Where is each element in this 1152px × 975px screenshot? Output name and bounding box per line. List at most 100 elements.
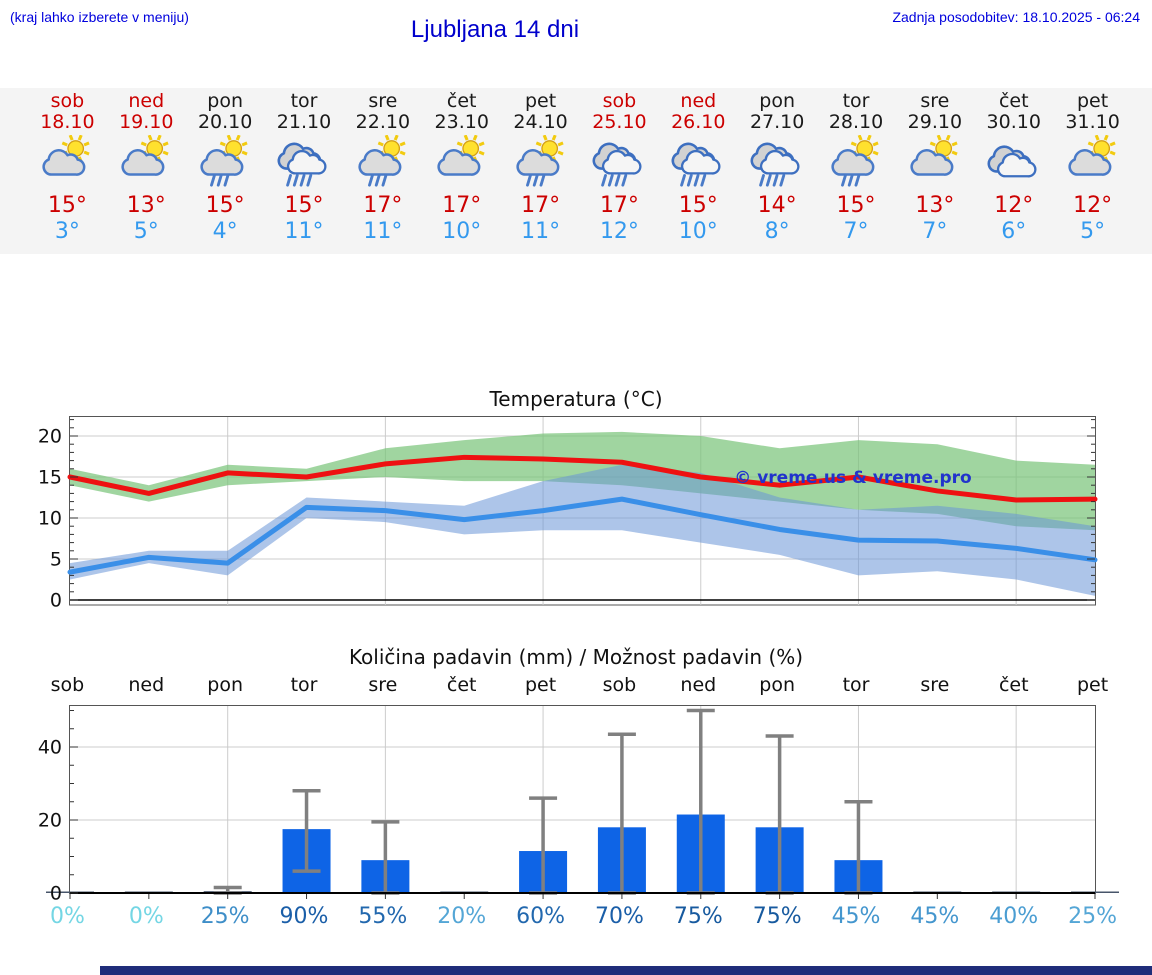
precip-day-label: pet <box>524 674 557 696</box>
high-temp: 14° <box>757 193 797 218</box>
weather-icon-box <box>107 133 186 191</box>
temp-ytick-label: 5 <box>50 549 62 571</box>
high-temp: 13° <box>126 193 166 218</box>
precip-probability: 45% <box>910 904 960 929</box>
day-name: sob <box>602 90 637 112</box>
day-date: 20.10 <box>197 111 253 133</box>
day-name: sre <box>368 90 398 112</box>
low-temp: 7° <box>843 219 869 244</box>
precip-probability: 55% <box>358 904 408 929</box>
precip-day-label: sob <box>50 674 85 696</box>
high-temp: 15° <box>836 193 876 218</box>
location-note: (kraj lahko izberete v meniju) <box>10 9 189 25</box>
day-name: sre <box>920 90 950 112</box>
low-temp: 6° <box>1001 219 1027 244</box>
sun-cloud-icon <box>121 135 169 176</box>
weather-icon-box <box>265 133 344 191</box>
cloud-icon <box>987 145 1037 178</box>
forecast-day: ned 26.10 15° 10° <box>659 88 738 254</box>
day-date: 31.10 <box>1065 111 1120 133</box>
precip-day-label: čet <box>998 674 1029 696</box>
precip-day-label: ned <box>128 674 165 696</box>
sun-cloud-rain-icon <box>358 135 406 187</box>
day-date: 30.10 <box>986 111 1041 133</box>
day-date: 25.10 <box>592 111 647 133</box>
forecast-day: ned 19.10 13° 5° <box>107 88 186 254</box>
precip-day-labels: sob ned pon tor sre čet pet sob ned pon tor sre čet p… <box>28 674 1132 696</box>
precip-probability: 20% <box>437 904 487 929</box>
high-temp: 15° <box>284 193 324 218</box>
forecast-day: sre 22.10 17° 11° <box>343 88 422 254</box>
weather-icon-box <box>895 133 974 191</box>
weather-icon-box <box>422 133 501 191</box>
precip-probability: 75% <box>673 904 723 929</box>
sun-cloud-icon <box>910 135 958 176</box>
sun-cloud-icon <box>42 135 91 176</box>
page-title: Ljubljana 14 dni <box>410 16 580 43</box>
precip-day-label: sob <box>602 674 637 696</box>
precip-probability: 25% <box>200 904 250 929</box>
high-temp: 17° <box>599 193 639 218</box>
precip-probability: 45% <box>831 904 881 929</box>
low-temp: 12° <box>599 219 639 244</box>
precip-chart: 0 20 40 <box>38 705 1119 905</box>
day-name: čet <box>446 90 477 112</box>
day-name: pon <box>759 90 796 112</box>
low-temp: 5° <box>1080 219 1106 244</box>
low-temp: 7° <box>922 219 948 244</box>
forecast-day: sre 29.10 13° 7° <box>895 88 974 254</box>
sun-cloud-rain-icon <box>831 135 879 187</box>
forecast-day: čet 30.10 12° 6° <box>974 88 1053 254</box>
temperature-chart-title: Temperatura (°C) <box>489 387 663 411</box>
precip-probability: 60% <box>516 904 566 929</box>
sun-cloud-icon <box>437 135 485 176</box>
weather-icon-box <box>1053 133 1132 191</box>
precip-ytick-label: 0 <box>50 883 62 905</box>
precip-probability: 90% <box>279 904 329 929</box>
day-date: 27.10 <box>749 111 805 133</box>
day-date: 26.10 <box>671 111 726 133</box>
high-temp: 15° <box>205 193 245 218</box>
sun-cloud-rain-icon <box>515 135 564 187</box>
temp-ytick-label: 20 <box>38 426 62 448</box>
precip-day-label: sre <box>920 674 950 696</box>
weather-icon-box <box>817 133 896 191</box>
precip-probability: 0% <box>49 904 85 929</box>
watermark-link[interactable]: © vreme.us & vreme.pro <box>734 468 971 488</box>
forecast-day: tor 21.10 15° 11° <box>265 88 344 254</box>
weather-icon-box <box>186 133 265 191</box>
high-temp: 17° <box>363 193 403 218</box>
low-temp: 11° <box>284 219 324 244</box>
last-updated: Zadnja posodobitev: 18.10.2025 - 06:24 <box>892 9 1140 25</box>
high-temp: 13° <box>915 193 955 218</box>
day-name: pon <box>207 90 244 112</box>
precip-day-label: pet <box>1077 674 1109 696</box>
cloud-rain-icon <box>592 142 642 187</box>
cloud-rain-icon <box>277 142 327 187</box>
low-temp: 8° <box>764 219 790 244</box>
high-temp: 15° <box>678 193 718 218</box>
precip-ytick-label: 20 <box>38 810 62 832</box>
forecast-day: pet 24.10 17° 11° <box>501 88 580 254</box>
low-temp: 11° <box>521 219 561 244</box>
low-temp: 11° <box>363 219 403 244</box>
sun-cloud-rain-icon <box>200 135 248 187</box>
cloud-rain-icon <box>750 142 800 187</box>
weather-icon-box <box>974 133 1053 191</box>
temp-ytick-label: 10 <box>38 508 62 530</box>
day-name: čet <box>998 90 1029 112</box>
low-temp: 4° <box>212 219 238 244</box>
precip-day-label: tor <box>842 674 870 696</box>
weather-icon-box <box>580 133 659 191</box>
day-date: 23.10 <box>434 111 489 133</box>
weather-icon-box <box>738 133 817 191</box>
low-temp: 10° <box>442 219 482 244</box>
day-date: 18.10 <box>40 111 95 133</box>
forecast-day: čet 23.10 17° 10° <box>422 88 501 254</box>
precip-day-label: tor <box>290 674 318 696</box>
precip-probability: 0% <box>128 904 164 929</box>
high-temp: 15° <box>47 193 87 218</box>
temperature-chart: 0 5 10 15 20 © vreme.us & vreme.pro <box>38 416 1098 612</box>
sun-cloud-icon <box>1068 135 1116 176</box>
